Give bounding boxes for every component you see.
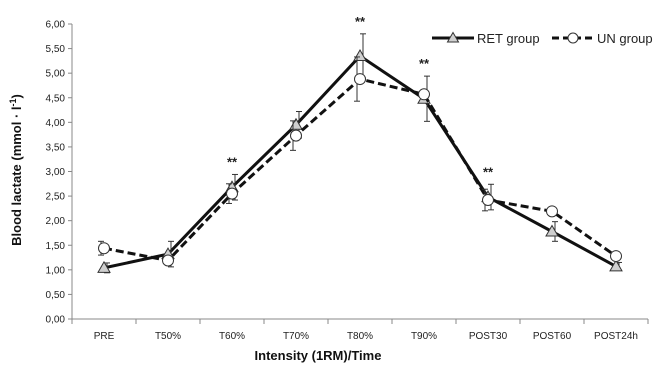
y-tick-label: 4,00 [46, 118, 66, 129]
x-tick-label: T50% [155, 331, 181, 342]
data-point [545, 224, 559, 237]
data-point [609, 259, 623, 272]
y-tick-labels: 0,00 0,50 1,00 1,50 2,00 2,50 3,00 3,50 4,00 4,50… [46, 20, 72, 326]
significance-marker: ** [419, 56, 430, 71]
data-point [610, 250, 622, 263]
series-layer [97, 33, 623, 274]
y-tick-label: 6,00 [46, 20, 66, 31]
y-tick-label: 4,50 [46, 93, 66, 104]
legend-label-un: UN group [597, 31, 653, 46]
y-tick-label: 0,00 [46, 315, 66, 326]
series-un-group [98, 56, 622, 267]
y-tick-label: 1,00 [46, 265, 66, 276]
x-tick-label: POST60 [533, 331, 572, 342]
y-tick-label: 3,00 [46, 167, 66, 178]
data-point [418, 88, 430, 101]
x-tick-label: T80% [347, 331, 373, 342]
series-ret-group [97, 33, 623, 274]
data-point [546, 205, 558, 218]
legend-item-un: UN group [552, 31, 653, 46]
data-point [97, 260, 111, 273]
y-tick-label: 2,50 [46, 192, 66, 203]
y-axis-title-superscript: -1 [8, 98, 18, 106]
significance-marker: ** [483, 164, 494, 179]
data-point [162, 254, 174, 267]
significance-marker: ** [227, 154, 238, 169]
data-point [482, 194, 494, 207]
data-point [226, 187, 238, 200]
y-tick-label: 3,50 [46, 142, 66, 153]
x-tick-label: T70% [283, 331, 309, 342]
legend-marker-ret [446, 31, 460, 43]
y-tick-label: 2,00 [46, 216, 66, 227]
y-tick-label: 0,50 [46, 290, 66, 301]
x-tick-label: PRE [94, 331, 115, 342]
series-line [103, 77, 617, 262]
data-point [354, 73, 366, 86]
x-tick-label: T60% [219, 331, 245, 342]
legend-marker-un [567, 32, 579, 44]
y-tick-label: 5,50 [46, 44, 66, 55]
x-tick-label: POST30 [469, 331, 508, 342]
legend-item-ret: RET group [432, 31, 540, 46]
legend-label-ret: RET group [477, 31, 540, 46]
y-axis-title-main: Blood lactate (mmol · l [9, 106, 24, 245]
axes [71, 24, 648, 320]
x-tick-label: POST24h [594, 331, 638, 342]
annotations: ** ** ** ** [227, 14, 494, 179]
legend: RET group UN group [432, 31, 653, 46]
y-tick-label: 1,50 [46, 241, 66, 252]
series-line [103, 54, 617, 270]
data-point [353, 48, 367, 61]
data-point [290, 129, 302, 142]
data-point [98, 242, 110, 255]
x-axis-title: Intensity (1RM)/Time [255, 348, 382, 363]
y-axis-title-suffix: ) [9, 94, 24, 98]
y-tick-label: 5,00 [46, 69, 66, 80]
x-tick-label: T90% [411, 331, 437, 342]
significance-marker: ** [355, 14, 366, 29]
x-tick-labels: PRE T50% T60% T70% T80% T90% POST30 POST60 POST2… [71, 319, 649, 342]
y-axis-title: Blood lactate (mmol · l-1) [8, 94, 24, 246]
